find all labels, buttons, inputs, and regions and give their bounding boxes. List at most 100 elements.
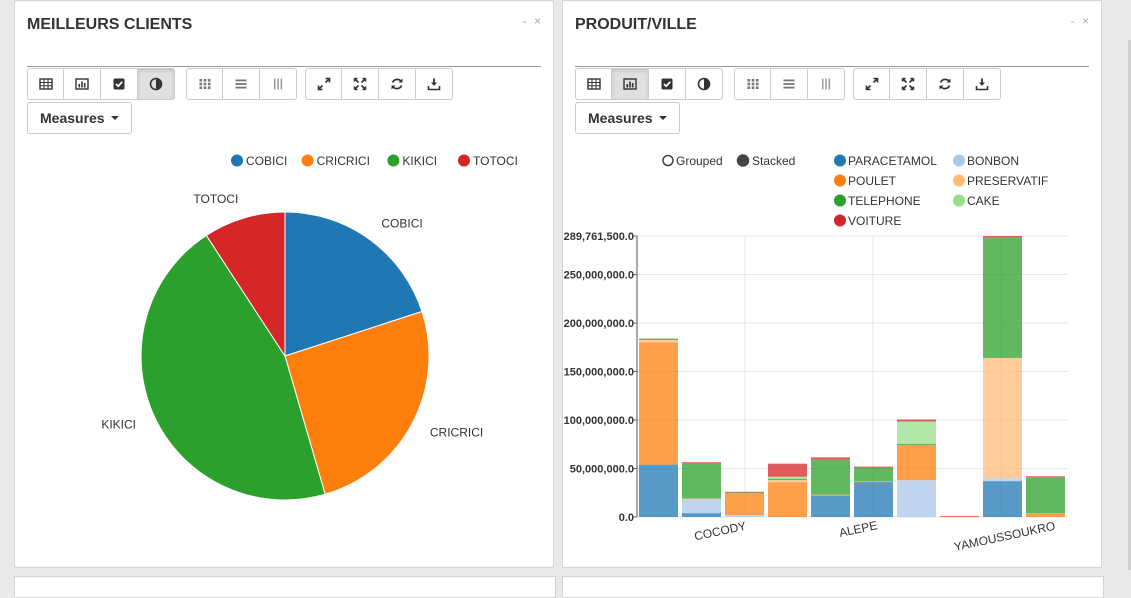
legend-marker[interactable] — [231, 154, 243, 167]
bar-segment-voiture[interactable] — [768, 463, 807, 477]
expand-button[interactable] — [853, 68, 890, 100]
bar-segment-preservatif[interactable] — [682, 498, 721, 500]
stacked-radio[interactable] — [736, 154, 750, 167]
bar-segment-preservatif[interactable] — [768, 480, 807, 483]
bar-segment-bonbon[interactable] — [682, 499, 721, 514]
bar-segment-poulet[interactable] — [725, 493, 764, 516]
bar-chart-button[interactable] — [64, 68, 101, 100]
bar-stack[interactable] — [768, 463, 807, 517]
bar-segment-cake[interactable] — [768, 476, 807, 479]
legend-marker[interactable] — [953, 194, 965, 207]
bar-segment-telephone[interactable] — [854, 467, 893, 482]
bar-segment-poulet[interactable] — [639, 342, 678, 465]
pie-slice-cobici[interactable] — [284, 211, 423, 357]
stacked-label[interactable]: Stacked — [752, 154, 795, 168]
legend-label[interactable]: VOITURE — [848, 214, 901, 228]
legend-label[interactable]: TOTOCI — [473, 154, 518, 168]
fullscreen-button[interactable] — [890, 68, 927, 100]
bar-stack[interactable] — [725, 491, 764, 517]
pie-slice-kikici[interactable] — [140, 234, 326, 501]
bar-segment-telephone[interactable] — [983, 236, 1022, 358]
bar-segment-voiture[interactable] — [1026, 476, 1065, 478]
bar-segment-telephone[interactable] — [639, 338, 678, 341]
bar-segment-telephone[interactable] — [725, 492, 764, 494]
bar-segment-telephone[interactable] — [1026, 477, 1065, 514]
columns-button[interactable] — [260, 68, 297, 100]
legend-marker[interactable] — [834, 214, 846, 227]
pie-chart-button[interactable] — [686, 68, 723, 100]
measures-dropdown[interactable]: Measures — [575, 102, 680, 134]
legend-marker[interactable] — [834, 174, 846, 187]
bar-stack[interactable] — [940, 516, 979, 518]
download-button[interactable] — [964, 68, 1001, 100]
bar-stack[interactable] — [854, 466, 893, 517]
scrollbar[interactable] — [1128, 40, 1131, 570]
grouped-radio[interactable] — [662, 154, 674, 167]
panel-window-controls[interactable]: - × — [1070, 14, 1091, 28]
bar-stack[interactable] — [811, 457, 850, 517]
legend-label[interactable]: KIKICI — [402, 154, 437, 168]
bar-segment-telephone[interactable] — [768, 478, 807, 481]
rows-button[interactable] — [771, 68, 808, 100]
bar-segment-poulet[interactable] — [940, 516, 979, 518]
legend-marker[interactable] — [834, 194, 846, 207]
bar-stack[interactable] — [897, 419, 936, 517]
bar-segment-preservatif[interactable] — [639, 340, 678, 343]
legend-marker[interactable] — [834, 154, 846, 167]
bar-segment-paracetamol[interactable] — [854, 482, 893, 517]
legend-label[interactable]: BONBON — [967, 154, 1019, 168]
legend-label[interactable]: TELEPHONE — [848, 194, 921, 208]
pie-slice-totoci[interactable] — [205, 211, 286, 358]
legend-marker[interactable] — [301, 154, 314, 167]
bar-segment-cake[interactable] — [897, 421, 936, 444]
bar-stack[interactable] — [639, 338, 678, 517]
columns-button[interactable] — [808, 68, 845, 100]
bar-segment-poulet[interactable] — [897, 445, 936, 481]
fullscreen-button[interactable] — [342, 68, 379, 100]
bar-segment-telephone[interactable] — [897, 443, 936, 446]
checkbox-button[interactable] — [101, 68, 138, 100]
bar-segment-paracetamol[interactable] — [682, 513, 721, 517]
grouped-stacked-toggle[interactable]: Grouped Stacked — [662, 154, 795, 168]
pie-chart-button[interactable] — [138, 68, 175, 100]
bar-segment-voiture[interactable] — [940, 516, 979, 517]
bar-segment-voiture[interactable] — [725, 491, 764, 493]
bar-segment-voiture[interactable] — [682, 462, 721, 464]
pie-slice-cricrici[interactable] — [284, 310, 430, 495]
bar-segment-preservatif[interactable] — [983, 357, 1022, 479]
legend-label[interactable]: CAKE — [967, 194, 1000, 208]
legend-label[interactable]: PARACETAMOL — [848, 154, 937, 168]
bar-segment-poulet[interactable] — [854, 481, 893, 483]
bar-segment-telephone[interactable] — [682, 463, 721, 499]
bar-segment-bonbon[interactable] — [725, 515, 764, 517]
table-button[interactable] — [575, 68, 612, 100]
bar-segment-voiture[interactable] — [897, 419, 936, 422]
rows-button[interactable] — [223, 68, 260, 100]
refresh-button[interactable] — [927, 68, 964, 100]
legend-marker[interactable] — [953, 174, 965, 187]
legend-marker[interactable] — [953, 154, 965, 167]
bar-segment-paracetamol[interactable] — [811, 495, 850, 517]
bar-segment-voiture[interactable] — [854, 466, 893, 468]
bar-stack[interactable] — [983, 236, 1022, 517]
bar-segment-paracetamol[interactable] — [639, 464, 678, 517]
legend-label[interactable]: PRESERVATIF — [967, 174, 1048, 188]
bar-chart-button[interactable] — [612, 68, 649, 100]
refresh-button[interactable] — [379, 68, 416, 100]
bar-segment-voiture[interactable] — [811, 457, 850, 460]
bar-segment-bonbon[interactable] — [983, 478, 1022, 482]
grid-button[interactable] — [734, 68, 771, 100]
legend-label[interactable]: CRICRICI — [317, 154, 370, 168]
bar-segment-poulet[interactable] — [768, 482, 807, 517]
checkbox-button[interactable] — [649, 68, 686, 100]
legend-marker[interactable] — [458, 154, 470, 167]
download-button[interactable] — [416, 68, 453, 100]
bar-stack[interactable] — [1026, 476, 1065, 517]
grid-button[interactable] — [186, 68, 223, 100]
measures-dropdown[interactable]: Measures — [27, 102, 132, 134]
bar-segment-telephone[interactable] — [811, 459, 850, 495]
bar-segment-poulet[interactable] — [811, 494, 850, 496]
bar-segment-poulet[interactable] — [1026, 513, 1065, 517]
panel-window-controls[interactable]: - × — [522, 14, 543, 28]
bar-segment-voiture[interactable] — [983, 236, 1022, 237]
